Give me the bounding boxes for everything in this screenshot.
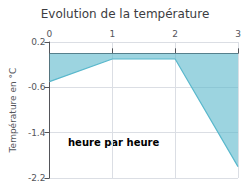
svg-text:3: 3 <box>235 29 241 39</box>
svg-text:1: 1 <box>109 29 115 39</box>
svg-text:-0.6: -0.6 <box>28 82 46 92</box>
svg-text:0.2: 0.2 <box>31 37 45 47</box>
svg-text:Evolution de la température: Evolution de la température <box>41 7 210 21</box>
svg-text:0: 0 <box>47 29 53 39</box>
svg-text:heure par heure: heure par heure <box>68 137 159 148</box>
svg-text:Température en °C: Température en °C <box>8 68 18 154</box>
svg-text:2: 2 <box>172 29 178 39</box>
svg-text:-2.2: -2.2 <box>28 173 46 183</box>
svg-text:-1.4: -1.4 <box>28 128 46 138</box>
